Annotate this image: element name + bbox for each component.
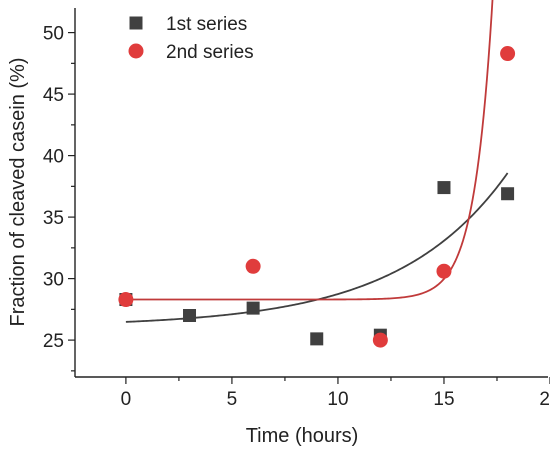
x-tick-label: 0 — [121, 389, 132, 410]
legend-marker-series-1 — [129, 16, 143, 30]
x-tick-label: 10 — [327, 389, 348, 410]
data-point-series-1 — [437, 181, 451, 195]
data-point-series-1 — [501, 187, 515, 201]
x-axis-title: Time (hours) — [246, 425, 359, 447]
fit-curve-series-2 — [125, 0, 494, 301]
data-point-series-1 — [246, 301, 260, 315]
legend-marker-series-2 — [128, 43, 144, 59]
x-tick-label: 20 — [539, 389, 550, 410]
legend-label-series-2: 2nd series — [166, 42, 254, 63]
data-points — [118, 46, 516, 348]
data-point-series-2 — [372, 332, 388, 348]
legend-label-series-1: 1st series — [166, 14, 247, 35]
data-point-series-2 — [436, 263, 452, 279]
y-tick-label: 35 — [43, 208, 64, 229]
y-axis-title: Fraction of cleaved casein (%) — [7, 57, 29, 326]
y-tick-label: 30 — [43, 270, 64, 291]
data-point-series-1 — [183, 309, 197, 322]
x-tick-label: 15 — [433, 389, 454, 410]
y-tick-label: 50 — [43, 24, 64, 45]
data-point-series-2 — [245, 258, 261, 274]
data-point-series-2 — [118, 292, 134, 308]
data-point-series-1 — [310, 332, 324, 346]
axes: 0 5 10 15 20 25 30 35 40 45 50 — [43, 8, 550, 410]
y-tick-label: 40 — [43, 147, 64, 168]
data-point-series-2 — [500, 46, 516, 62]
y-tick-label: 45 — [43, 85, 64, 106]
legend: 1st series 2nd series — [128, 14, 254, 63]
x-tick-label: 5 — [227, 389, 238, 410]
y-tick-label: 25 — [43, 331, 64, 352]
